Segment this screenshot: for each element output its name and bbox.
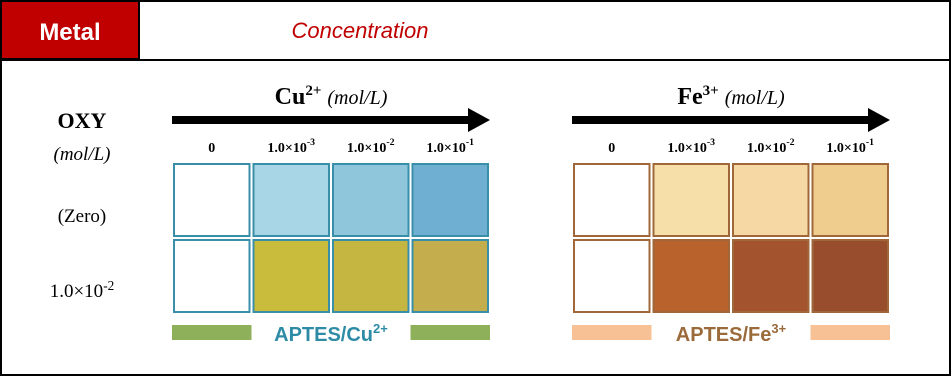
column-label-base: 1.0×10 [267, 141, 306, 156]
row-label-base: (Zero) [58, 206, 107, 227]
swatch [333, 240, 409, 312]
figure: Metal Concentration OXY (mol/L) (Zero) 1.… [0, 0, 951, 376]
ion-charge: 2+ [305, 83, 321, 99]
column-label-exp: -3 [707, 137, 715, 148]
swatch [574, 240, 650, 312]
swatch [813, 164, 889, 236]
label-bar [572, 325, 652, 340]
swatch [413, 164, 489, 236]
panel-label: APTES/Cu2+ [274, 321, 388, 346]
column-label: 0 [208, 141, 215, 156]
row-label-base: 1.0×10 [50, 281, 103, 302]
ion-symbol: Cu [275, 84, 306, 110]
column-label-base: 1.0×10 [426, 141, 465, 156]
swatch [733, 164, 809, 236]
swatch [333, 164, 409, 236]
column-label-exp: -1 [466, 137, 474, 148]
panel-label: APTES/Fe3+ [676, 321, 787, 346]
swatch [174, 240, 250, 312]
swatch [254, 240, 330, 312]
panel-label-charge: 2+ [373, 321, 388, 336]
panel-label-charge: 3+ [771, 321, 786, 336]
row-label-exp: -2 [103, 278, 114, 293]
row-label: (Zero) [58, 206, 107, 227]
concentration-label: Concentration [292, 18, 429, 43]
column-label-base: 1.0×10 [747, 141, 786, 156]
column-label-base: 1.0×10 [347, 141, 386, 156]
panel-label-base: APTES/Fe [676, 324, 772, 346]
column-label: 0 [608, 141, 615, 156]
swatch [813, 240, 889, 312]
panel-label-base: APTES/Cu [274, 324, 373, 346]
ion-unit: (mol/L) [327, 87, 387, 109]
ion-title: Fe3+ (mol/L) [677, 83, 785, 110]
label-bar [811, 325, 891, 340]
label-bar [172, 325, 252, 340]
ion-symbol: Fe [677, 84, 703, 110]
column-label-exp: -2 [386, 137, 394, 148]
swatch [254, 164, 330, 236]
metal-label: Metal [39, 19, 100, 46]
swatch [413, 240, 489, 312]
column-label-base: 0 [208, 141, 215, 156]
swatch [654, 240, 730, 312]
oxy-title: OXY [58, 108, 107, 133]
label-bar [411, 325, 491, 340]
column-label-exp: -1 [866, 137, 874, 148]
swatch [574, 164, 650, 236]
column-label-exp: -2 [786, 137, 794, 148]
ion-title: Cu2+ (mol/L) [275, 83, 388, 110]
swatch [654, 164, 730, 236]
oxy-unit: (mol/L) [54, 144, 111, 165]
column-label-base: 0 [608, 141, 615, 156]
ion-charge: 3+ [703, 83, 719, 99]
column-label-base: 1.0×10 [667, 141, 706, 156]
ion-unit: (mol/L) [725, 87, 785, 109]
swatch [174, 164, 250, 236]
column-label-base: 1.0×10 [826, 141, 865, 156]
swatch [733, 240, 809, 312]
column-label-exp: -3 [307, 137, 315, 148]
